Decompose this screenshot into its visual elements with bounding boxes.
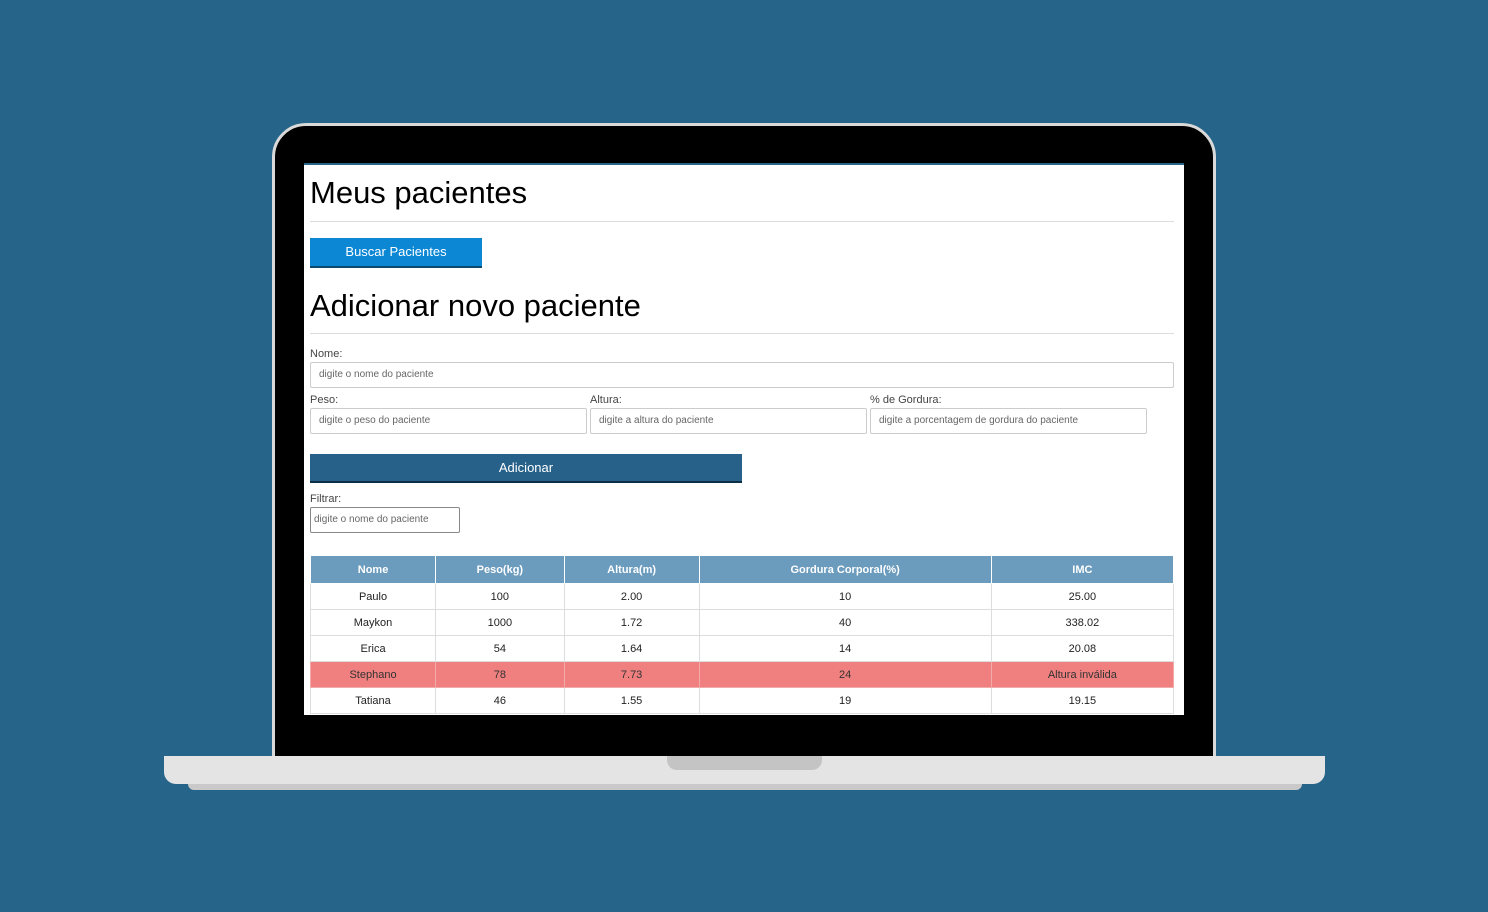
- peso-label: Peso:: [310, 394, 339, 406]
- cell-imc: 25.00: [990, 583, 1175, 610]
- table-row[interactable]: Paulo 100 2.00 10 25.00: [309, 583, 1175, 610]
- nome-group: Nome: digite o nome do paciente: [310, 348, 1174, 388]
- cell-peso: 46: [435, 687, 565, 714]
- header-gordura: Gordura Corporal(%): [698, 555, 992, 584]
- cell-gordura: 19: [698, 687, 992, 714]
- nome-input[interactable]: digite o nome do paciente: [310, 362, 1174, 388]
- measures-row: Peso: digite o peso do paciente Altura: …: [310, 394, 1174, 434]
- page-content: Meus pacientes Buscar Pacientes Adiciona…: [309, 165, 1175, 714]
- filter-label: Filtrar:: [310, 493, 342, 505]
- cell-imc: 20.08: [990, 635, 1175, 662]
- filter-group: Filtrar: digite o nome do paciente: [310, 493, 1174, 533]
- cell-gordura: 24: [698, 661, 992, 688]
- altura-label: Altura:: [590, 394, 622, 406]
- cell-nome: Erica: [309, 635, 437, 662]
- altura-input[interactable]: digite a altura do paciente: [590, 408, 867, 434]
- cell-peso: 1000: [435, 609, 565, 636]
- laptop-base-shadow: [188, 784, 1302, 790]
- gordura-group: % de Gordura: digite a porcentagem de go…: [870, 394, 1147, 434]
- page-title: Meus pacientes: [310, 165, 1174, 222]
- cell-gordura: 40: [698, 609, 992, 636]
- altura-group: Altura: digite a altura do paciente: [590, 394, 867, 434]
- header-nome: Nome: [309, 555, 437, 584]
- cell-altura: 1.64: [563, 635, 700, 662]
- cell-gordura: 14: [698, 635, 992, 662]
- cell-altura: 1.72: [563, 609, 700, 636]
- table-row[interactable]: Maykon 1000 1.72 40 338.02: [309, 609, 1175, 636]
- table-row-invalid[interactable]: Stephano 78 7.73 24 Altura inválida: [309, 661, 1175, 688]
- table-row[interactable]: Tatiana 46 1.55 19 19.15: [309, 687, 1175, 714]
- cell-nome: Stephano: [309, 661, 437, 688]
- cell-imc: Altura inválida: [990, 661, 1175, 688]
- cell-peso: 78: [435, 661, 565, 688]
- laptop-notch: [667, 756, 822, 770]
- cell-peso: 100: [435, 583, 565, 610]
- peso-group: Peso: digite o peso do paciente: [310, 394, 587, 434]
- gordura-input[interactable]: digite a porcentagem de gordura do pacie…: [870, 408, 1147, 434]
- peso-input[interactable]: digite o peso do paciente: [310, 408, 587, 434]
- cell-altura: 1.55: [563, 687, 700, 714]
- form-title: Adicionar novo paciente: [310, 278, 1174, 334]
- table-row[interactable]: Erica 54 1.64 14 20.08: [309, 635, 1175, 662]
- filter-input[interactable]: digite o nome do paciente: [310, 507, 460, 533]
- cell-nome: Maykon: [309, 609, 437, 636]
- cell-altura: 7.73: [563, 661, 700, 688]
- search-patients-button[interactable]: Buscar Pacientes: [310, 238, 482, 268]
- header-peso: Peso(kg): [435, 555, 565, 584]
- gordura-label: % de Gordura:: [870, 394, 942, 406]
- cell-nome: Tatiana: [309, 687, 437, 714]
- cell-imc: 338.02: [990, 609, 1175, 636]
- cell-nome: Paulo: [309, 583, 437, 610]
- cell-altura: 2.00: [563, 583, 700, 610]
- cell-gordura: 10: [698, 583, 992, 610]
- nome-label: Nome:: [310, 348, 343, 360]
- cell-imc: 19.15: [990, 687, 1175, 714]
- patients-table: Nome Peso(kg) Altura(m) Gordura Corporal…: [309, 555, 1175, 714]
- table-header-row: Nome Peso(kg) Altura(m) Gordura Corporal…: [309, 555, 1175, 584]
- header-altura: Altura(m): [563, 555, 700, 584]
- add-patient-button[interactable]: Adicionar: [310, 454, 742, 483]
- header-imc: IMC: [990, 555, 1175, 584]
- screen: Meus pacientes Buscar Pacientes Adiciona…: [304, 163, 1184, 715]
- cell-peso: 54: [435, 635, 565, 662]
